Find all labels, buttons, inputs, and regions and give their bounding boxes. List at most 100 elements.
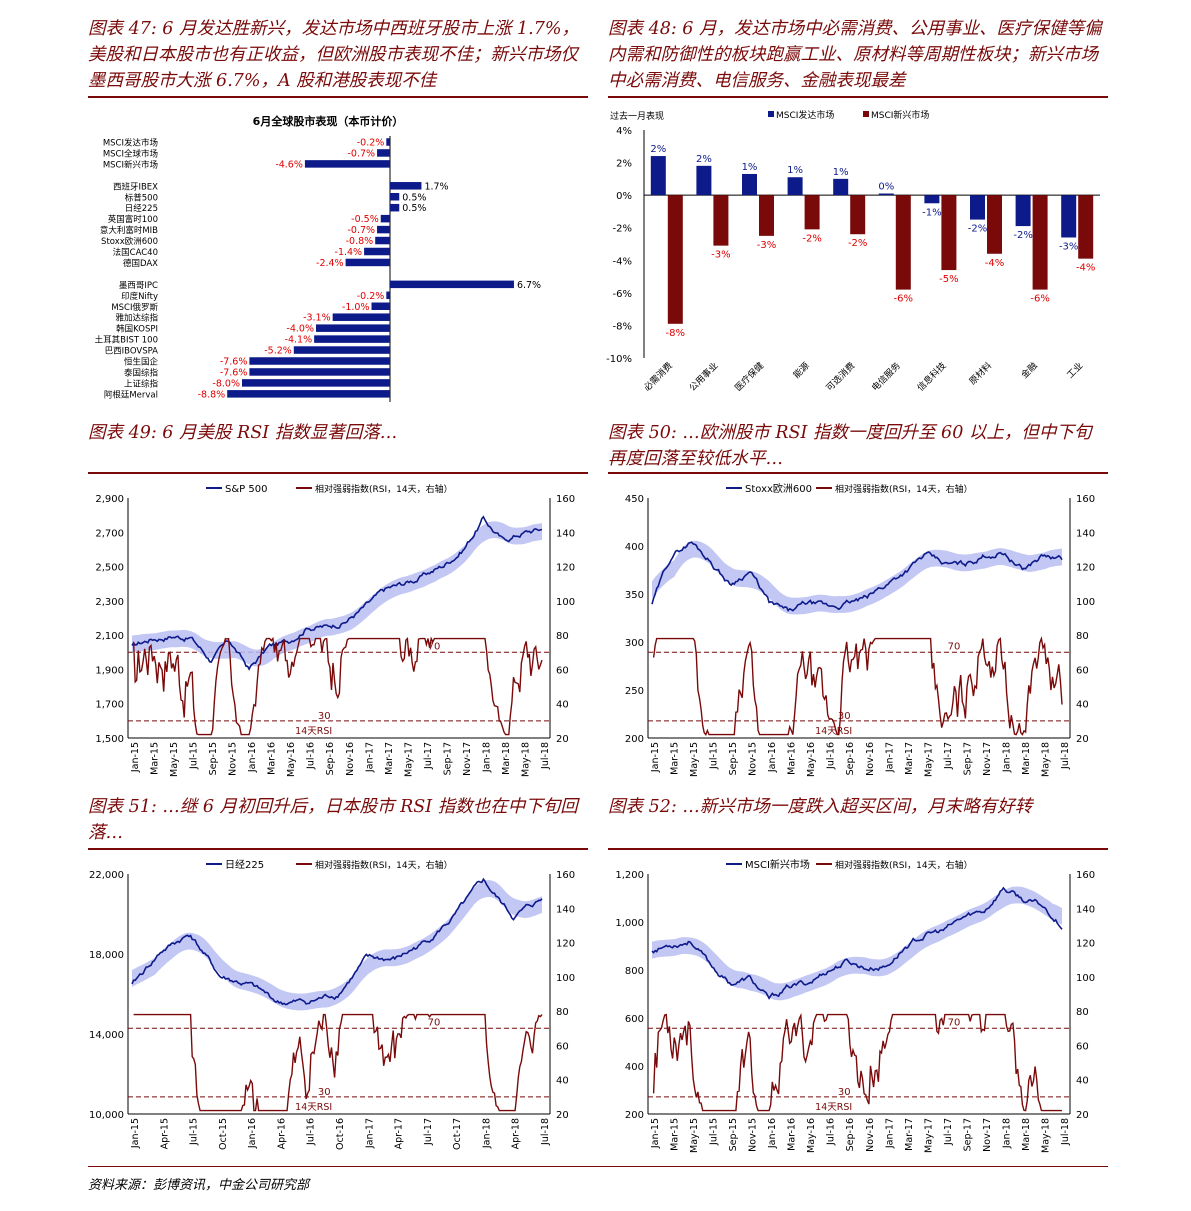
right-tick-label: 160 [556,494,575,505]
x-tick-label: Jul-17 [423,1118,434,1146]
right-tick-label: 80 [556,631,569,642]
x-tick-label: Jan-16 [247,742,258,773]
bar [850,195,866,235]
bar [249,368,390,376]
rsi-70-label: 70 [948,641,961,652]
category-label: 电信服务 [869,360,903,394]
source-footer: 资料来源：彭博资讯，中金公司研究部 [88,1178,310,1193]
category-label: 标普500 [125,192,158,203]
x-tick-label: Jan-17 [884,742,895,773]
right-tick-label: 60 [556,1041,569,1052]
right-tick-label: 20 [1076,1110,1089,1121]
x-tick-label: Jan-16 [767,1118,778,1149]
right-tick-label: 20 [556,1110,569,1121]
x-tick-label: Jan-15 [650,742,661,773]
x-tick-label: Jul-15 [709,742,720,770]
x-tick-label: Sep-16 [325,742,336,775]
x-tick-label: Jul-15 [709,1118,720,1146]
bar [667,195,683,324]
bar [1061,195,1077,238]
category-label: 土耳其BIST 100 [95,335,158,346]
left-tick-label: 400 [625,542,644,553]
bar [316,324,390,332]
data-label: -2% [968,224,987,235]
x-tick-label: Mar-15 [670,1118,681,1151]
rsi-70-label: 70 [948,1017,961,1028]
bar [696,165,712,196]
data-label: -1.4% [335,247,363,258]
bar [390,193,400,201]
x-tick-label: May-18 [1040,742,1051,777]
bar [650,156,666,196]
bar [987,195,1002,254]
chart-sector-performance: 过去一月表现 MSCI发达市场 MSCI新兴市场 4% 2% 0% -2% -4% -6% -8%… [606,109,1100,394]
bar [941,195,957,271]
left-tick-label: 14,000 [89,1030,124,1041]
x-tick-label: Nov-16 [865,742,876,776]
bar [924,195,940,204]
data-label: 0% [878,182,894,193]
x-tick-label: Jul-17 [943,1118,954,1146]
category-label: 西班牙IBEX [113,181,158,192]
category-label: 德国DAX [123,258,158,269]
x-tick-label: Mar-18 [1021,1118,1032,1151]
category-label: 韩国KOSPI [116,324,158,335]
x-tick-label: May-17 [923,742,934,777]
data-label: 1% [787,165,803,176]
data-label: -6% [894,294,913,305]
rsi-30-label: 30 [318,711,331,722]
category-label: 工业 [1065,360,1086,381]
x-tick-label: Jul-15 [189,742,200,770]
right-tick-label: 120 [556,939,575,950]
right-tick-label: 140 [1076,904,1095,915]
chart-global-equity-performance: 6月全球股市表现（本币计价） -0.2% MSCI发达市场 -0.7% MSCI全球市场… [95,114,541,402]
x-tick-label: Nov-15 [228,742,239,776]
bar [380,214,390,223]
x-tick-label: Jul-17 [423,742,434,770]
bar [332,313,390,321]
data-label: 0.5% [402,203,426,214]
left-tick-label: 2,900 [95,494,124,505]
data-label: -3.1% [303,313,331,324]
data-label: -0.2% [357,291,385,302]
caption-figure-48: 图表 48: 6 月，发达市场中必需消费、公用事业、医疗保健等偏内需和防御性的板… [608,19,1102,91]
right-tick-label: 80 [1076,631,1089,642]
rsi-name-label: 14天RSI [815,1102,852,1113]
caption-rule [608,848,1108,850]
x-tick-label: Nov-17 [462,742,473,776]
left-tick-label: 22,000 [89,870,124,881]
right-tick-label: 40 [1076,1076,1089,1087]
bar [970,195,985,220]
bar [386,291,390,300]
right-tick-label: 120 [556,563,575,574]
category-label: 巴西IBOVSPA [105,347,159,357]
x-tick-label: May-17 [403,742,414,777]
bar [249,357,390,365]
caption-rule [88,848,588,850]
x-tick-label: Mar-15 [670,742,681,775]
right-tick-label: 140 [1076,528,1095,539]
data-label: 2% [650,144,666,155]
bar [293,346,390,354]
x-tick-label: May-17 [923,1118,934,1153]
x-tick-label: Nov-15 [748,1118,759,1152]
x-tick-label: Jul-18 [540,1118,551,1146]
chart-title: 过去一月表现 [610,110,664,122]
bar [371,302,390,310]
x-tick-label: Oct-16 [335,1118,346,1150]
data-label: -3% [711,250,730,261]
bar [390,182,422,190]
right-tick-label: 140 [556,528,575,539]
bar [833,178,849,196]
category-label: 医疗保健 [732,360,766,394]
category-label: 原材料 [967,360,995,388]
category-label: 公用事业 [687,360,721,394]
x-tick-label: Nov-17 [982,742,993,776]
category-label: 上证综指 [124,378,159,389]
data-label: -3% [1059,241,1078,252]
category-label: MSCI全球市场 [103,148,158,159]
left-tick-label: 1,000 [615,918,644,929]
rsi-line [132,636,543,736]
x-tick-label: Mar-17 [904,1118,915,1151]
x-tick-label: Jan-17 [364,742,375,773]
